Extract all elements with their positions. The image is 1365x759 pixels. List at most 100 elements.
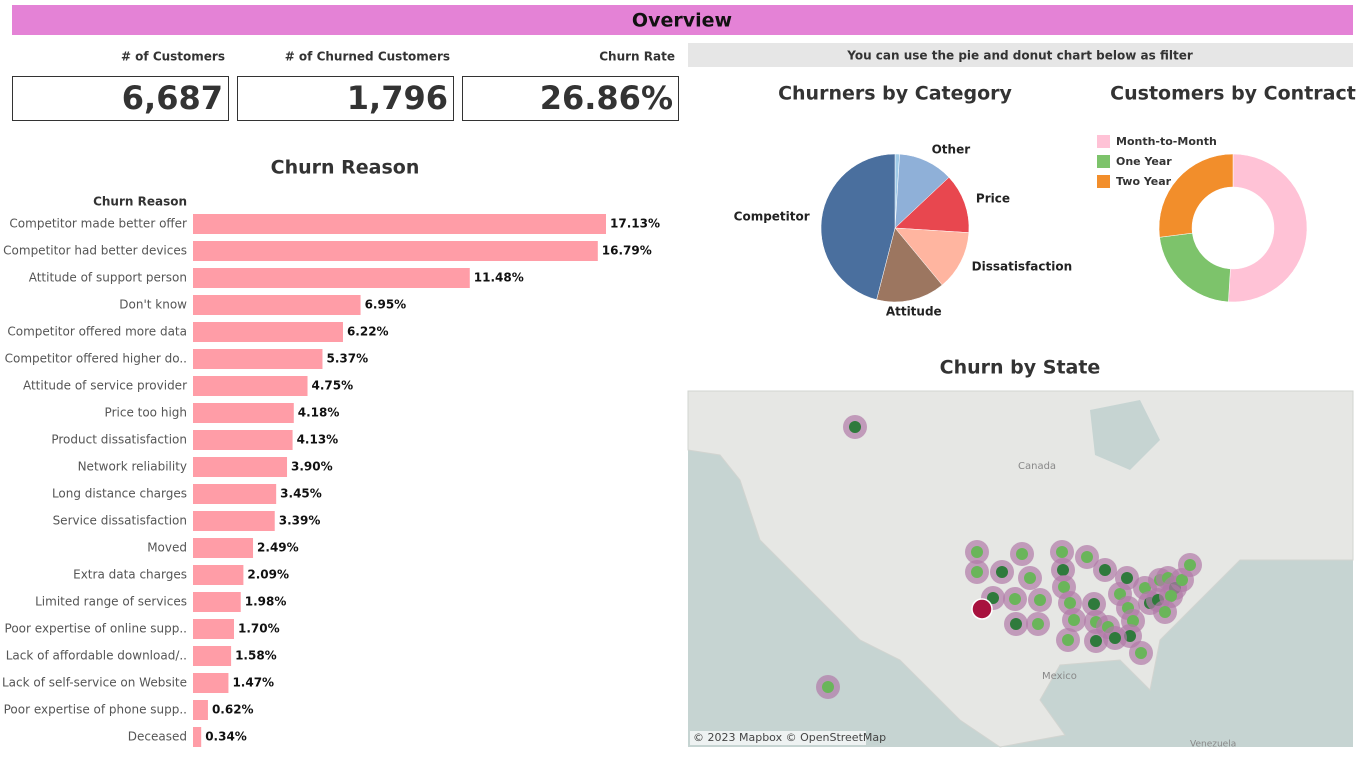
map-dot <box>1121 572 1133 584</box>
legend-swatch <box>1097 155 1110 168</box>
pie-slice <box>894 227 970 286</box>
value-label: 2.49% <box>257 541 299 555</box>
value-label: 4.13% <box>297 433 339 447</box>
map-dot <box>1016 548 1028 560</box>
kpi-label: # of Churned Customers <box>285 50 450 64</box>
map-dot <box>1081 551 1093 563</box>
y-tick-label: Poor expertise of online supp.. <box>5 622 187 636</box>
map-water-bay <box>1090 400 1160 470</box>
kpi-value: 6,687 <box>122 79 223 117</box>
map-dot <box>1176 574 1188 586</box>
y-tick-label: Extra data charges <box>73 568 187 582</box>
attribution-bg <box>690 731 866 745</box>
kpi-box <box>12 76 229 121</box>
y-tick-label: Price too high <box>105 406 187 420</box>
y-tick-label: Lack of affordable download/.. <box>6 649 187 663</box>
map-dot <box>1099 564 1111 576</box>
chart-title: Churn by State <box>940 357 1101 379</box>
bar <box>193 511 275 531</box>
map-dot <box>1009 593 1021 605</box>
map-dot <box>971 546 983 558</box>
value-label: 16.79% <box>602 244 652 258</box>
chart-title: Churn Reason <box>271 157 420 179</box>
donut-slice <box>1228 153 1308 303</box>
y-tick-label: Product dissatisfaction <box>51 433 187 447</box>
value-label: 3.90% <box>291 460 333 474</box>
map-attribution: © 2023 Mapbox © OpenStreetMap <box>693 731 886 744</box>
kpi-value: 1,796 <box>347 79 448 117</box>
kpi-label: # of Customers <box>121 50 225 64</box>
map-dot <box>822 681 834 693</box>
y-axis-label: Churn Reason <box>93 195 187 209</box>
map-dot <box>1139 582 1151 594</box>
chart-title: Customers by Contract <box>1110 83 1356 105</box>
map-dot <box>1068 614 1080 626</box>
bar <box>193 349 323 369</box>
map-dot <box>996 566 1008 578</box>
y-tick-label: Competitor offered more data <box>7 325 187 339</box>
legend-label: Two Year <box>1116 175 1172 188</box>
map-dot <box>1057 564 1069 576</box>
pie-slice <box>876 227 943 303</box>
kpi-value: 26.86% <box>540 79 673 117</box>
value-label: 6.22% <box>347 325 389 339</box>
value-label: 0.34% <box>205 730 247 744</box>
map-land <box>687 390 1354 748</box>
filter-note-bar <box>688 43 1353 67</box>
y-tick-label: Competitor offered higher do.. <box>5 352 187 366</box>
value-label: 11.48% <box>474 271 524 285</box>
map-dot <box>1024 572 1036 584</box>
slice-label: Other <box>932 143 971 157</box>
map-dot <box>1109 632 1121 644</box>
value-label: 5.37% <box>326 352 368 366</box>
pie-slice <box>820 153 896 300</box>
pie-slice <box>894 176 970 233</box>
value-label: 1.47% <box>232 676 274 690</box>
map[interactable]: Canada Mexico Venezuela © 2023 Mapbox © … <box>687 390 1354 750</box>
value-label: 1.70% <box>238 622 280 636</box>
bar <box>193 322 343 342</box>
y-tick-label: Poor expertise of phone supp.. <box>4 703 187 717</box>
bar <box>193 268 470 288</box>
map-dot <box>1058 581 1070 593</box>
map-dot-highlight <box>971 598 993 620</box>
y-tick-label: Deceased <box>128 730 187 744</box>
y-tick-label: Attitude of support person <box>29 271 187 285</box>
bar <box>193 565 244 585</box>
donut-slice <box>1158 153 1234 238</box>
dashboard-title: Overview <box>632 10 732 32</box>
map-dot <box>849 421 861 433</box>
kpi-box <box>462 76 679 121</box>
filter-note: You can use the pie and donut chart belo… <box>846 49 1193 63</box>
map-dot <box>1032 618 1044 630</box>
value-label: 4.75% <box>312 379 354 393</box>
legend-label: One Year <box>1116 155 1172 168</box>
value-label: 17.13% <box>610 217 660 231</box>
bar <box>193 484 277 504</box>
map-dot <box>1056 546 1068 558</box>
map-dot <box>971 566 983 578</box>
slice-label: Price <box>976 191 1010 205</box>
map-dot <box>1124 630 1136 642</box>
value-label: 1.98% <box>245 595 287 609</box>
bar <box>193 727 202 747</box>
value-label: 2.09% <box>247 568 289 582</box>
y-tick-label: Limited range of services <box>35 595 187 609</box>
y-tick-label: Competitor had better devices <box>3 244 187 258</box>
bar <box>193 376 308 396</box>
map-dot <box>1090 635 1102 647</box>
map-dot <box>987 592 999 604</box>
legend-swatch <box>1097 135 1110 148</box>
header-bar <box>12 5 1353 35</box>
bar <box>193 295 361 315</box>
value-label: 3.45% <box>280 487 322 501</box>
y-tick-label: Lack of self-service on Website <box>2 676 187 690</box>
bar <box>193 592 241 612</box>
bar <box>193 430 293 450</box>
slice-label: Dissatisfaction <box>972 260 1073 274</box>
map-dots <box>816 415 1202 699</box>
y-tick-label: Service dissatisfaction <box>53 514 187 528</box>
bar <box>193 646 232 666</box>
bar <box>193 241 598 261</box>
